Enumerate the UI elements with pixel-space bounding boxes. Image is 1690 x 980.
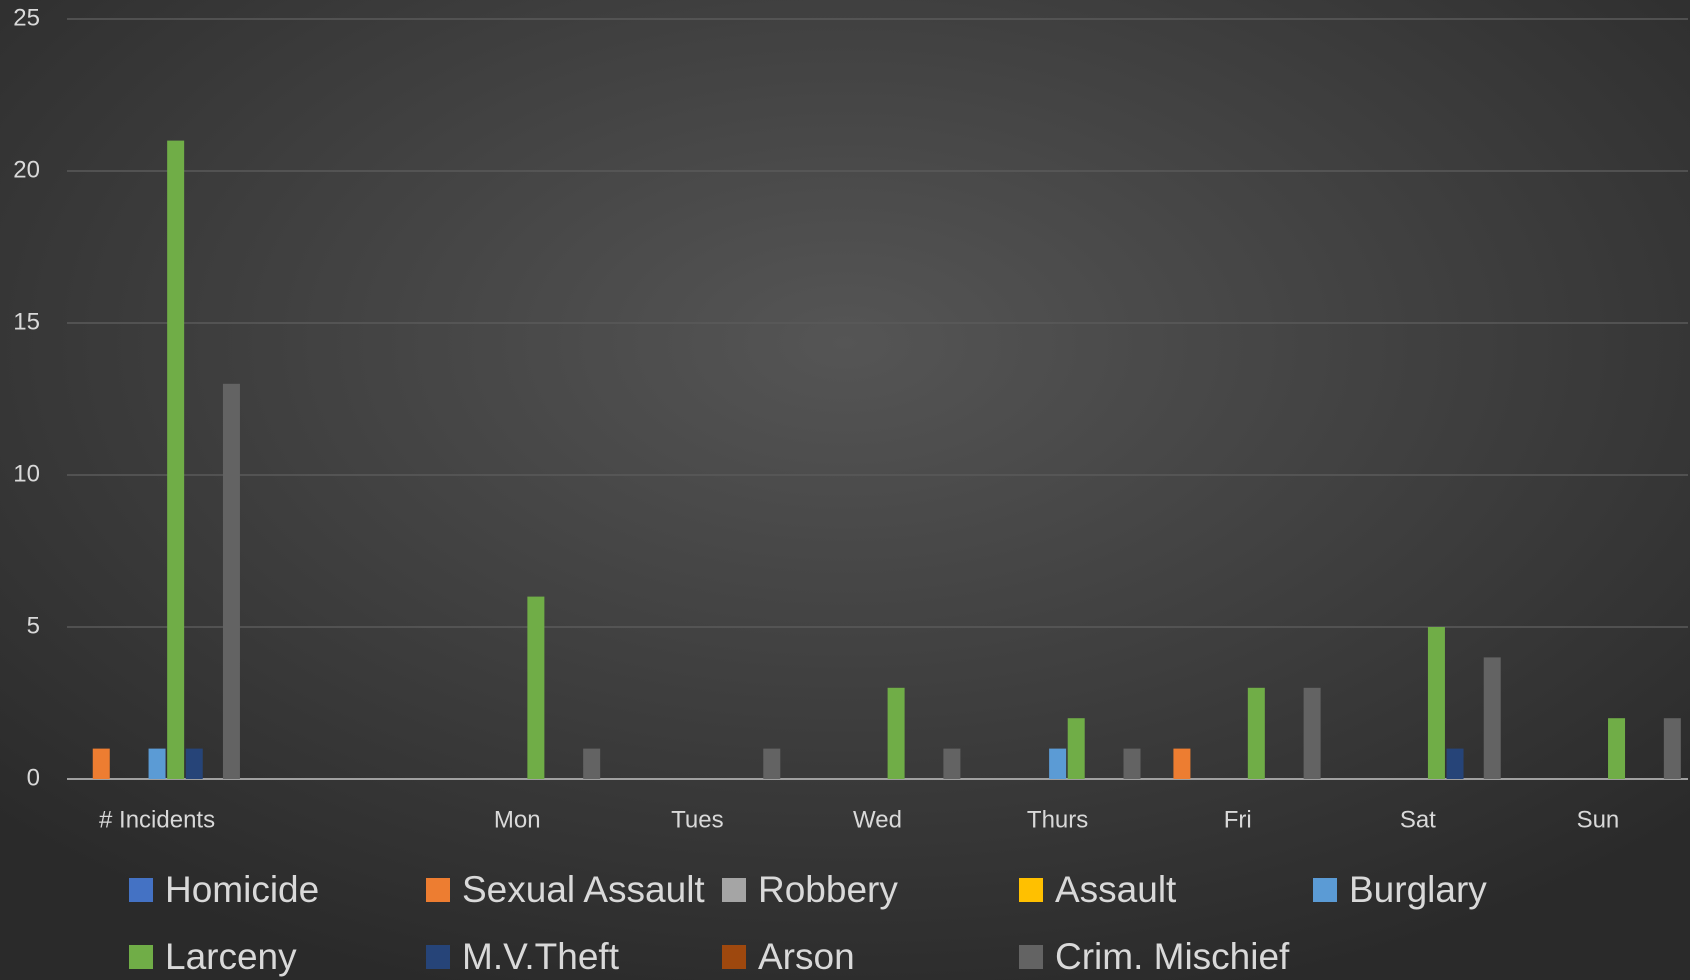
bar <box>1303 687 1321 779</box>
bar <box>1067 718 1085 779</box>
legend-swatch <box>722 878 746 902</box>
y-tick-label: 15 <box>13 308 40 335</box>
x-tick-label: Thurs <box>1027 806 1088 833</box>
bar <box>167 140 185 780</box>
legend-swatch <box>1019 945 1043 969</box>
x-tick-label: Wed <box>853 806 902 833</box>
legend-swatch <box>1019 878 1043 902</box>
legend-label: Arson <box>758 936 855 977</box>
legend-swatch <box>426 878 450 902</box>
x-tick-label: Tues <box>671 806 723 833</box>
legend-label: Robbery <box>758 869 898 910</box>
bar <box>1173 748 1191 779</box>
bar <box>222 383 240 779</box>
bar <box>1446 748 1464 779</box>
bar <box>1049 748 1067 779</box>
legend-swatch <box>426 945 450 969</box>
legend-label: Sexual Assault <box>462 869 705 910</box>
bar <box>583 748 601 779</box>
bar <box>527 596 545 779</box>
bar <box>763 748 781 779</box>
legend-label: Homicide <box>165 869 319 910</box>
legend-swatch <box>129 945 153 969</box>
bar <box>1123 748 1141 779</box>
bar <box>943 748 961 779</box>
legend-label: Larceny <box>165 936 297 977</box>
x-tick-label: # Incidents <box>99 806 215 833</box>
x-tick-label: Fri <box>1224 806 1252 833</box>
legend-label: Crim. Mischief <box>1055 936 1290 977</box>
x-tick-label: Sun <box>1577 806 1620 833</box>
bar <box>1427 627 1445 779</box>
legend-swatch <box>1313 878 1337 902</box>
legend-swatch <box>129 878 153 902</box>
bar <box>887 687 905 779</box>
y-tick-label: 10 <box>13 460 40 487</box>
bar <box>1663 718 1681 779</box>
bar <box>148 748 166 779</box>
x-tick-label: Sat <box>1400 806 1436 833</box>
legend-label: Burglary <box>1349 869 1487 910</box>
bar <box>1608 718 1626 779</box>
bar <box>185 748 203 779</box>
bar <box>1247 687 1265 779</box>
bar <box>92 748 110 779</box>
x-tick-label: Mon <box>494 806 541 833</box>
legend-label: Assault <box>1055 869 1177 910</box>
y-tick-label: 5 <box>27 612 40 639</box>
legend-label: M.V.Theft <box>462 936 620 977</box>
y-tick-label: 25 <box>13 4 40 31</box>
y-tick-label: 0 <box>27 764 40 791</box>
bar <box>1483 657 1501 779</box>
y-tick-label: 20 <box>13 156 40 183</box>
legend-swatch <box>722 945 746 969</box>
